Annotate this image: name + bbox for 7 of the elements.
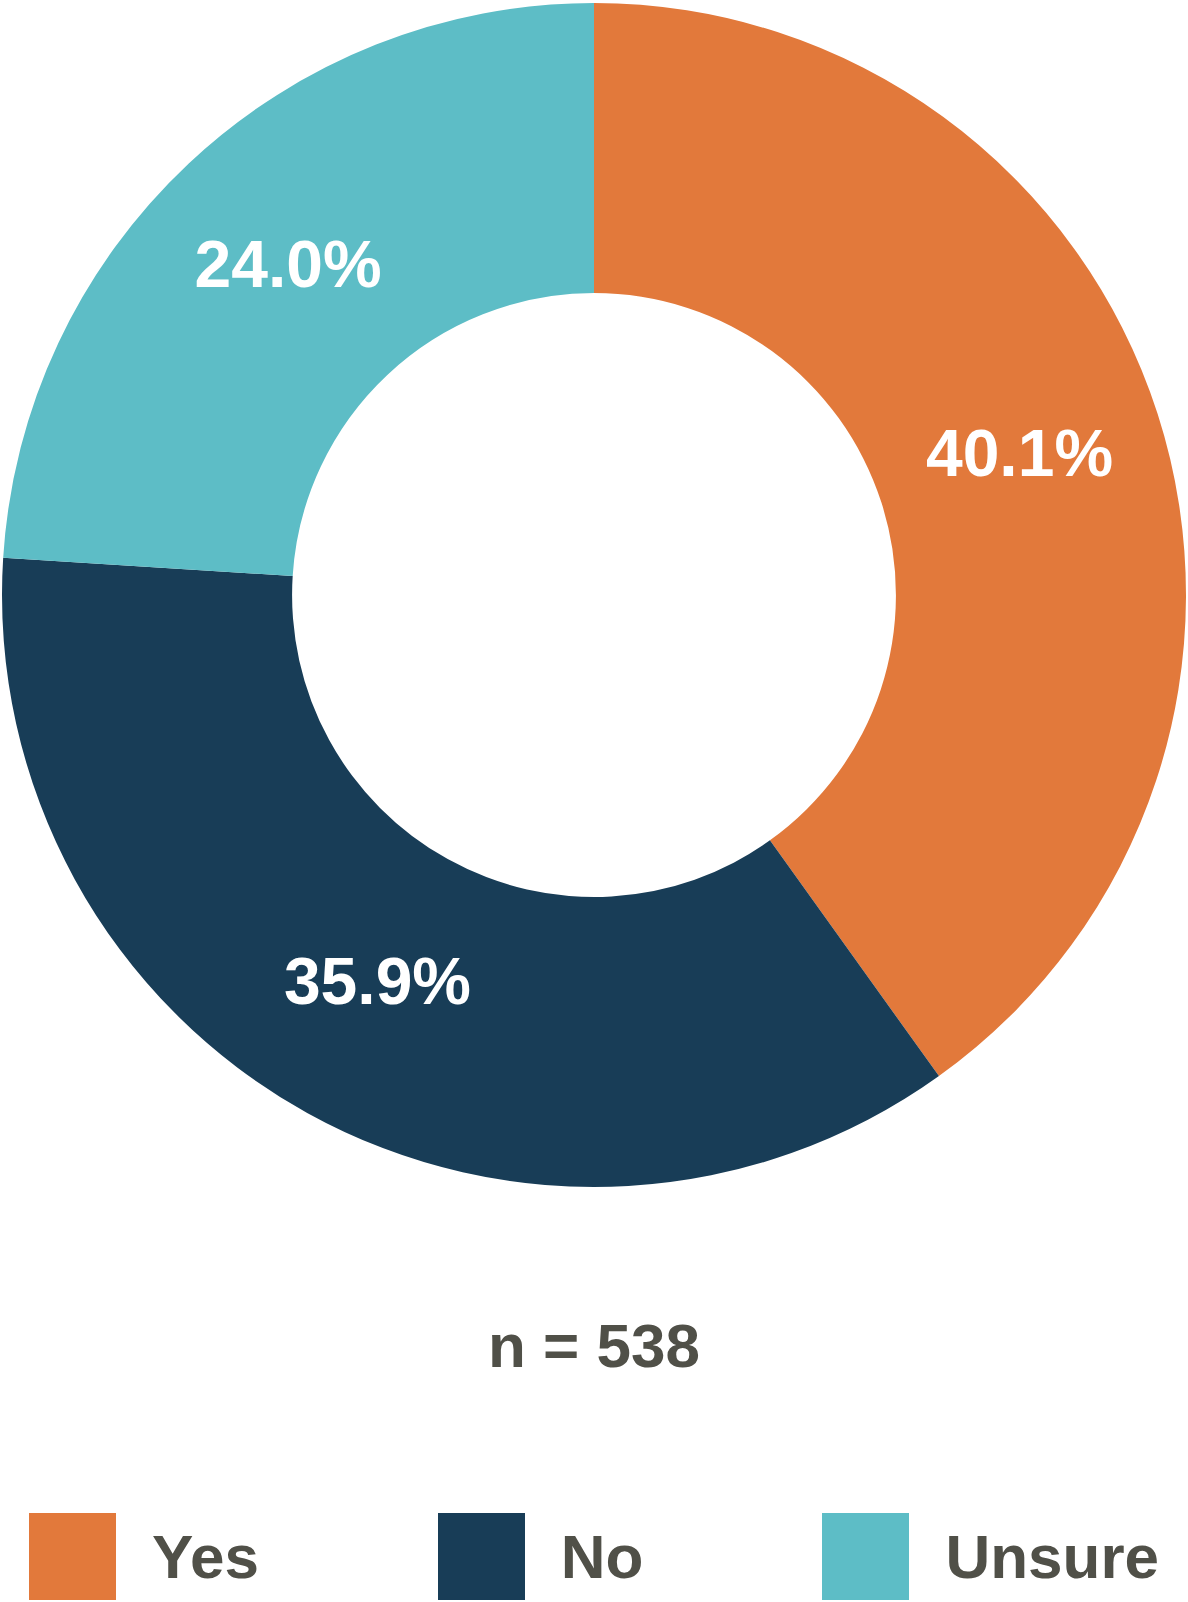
text: n = 538 (487, 1310, 701, 1381)
legend-label: Unsure (945, 1521, 1159, 1592)
data-label: 24.0% (194, 227, 382, 302)
legend-label: No (560, 1521, 644, 1592)
legend-label: Yes (152, 1521, 259, 1592)
data-label: 35.9% (283, 944, 472, 1019)
data-label: 40.1% (925, 416, 1114, 491)
